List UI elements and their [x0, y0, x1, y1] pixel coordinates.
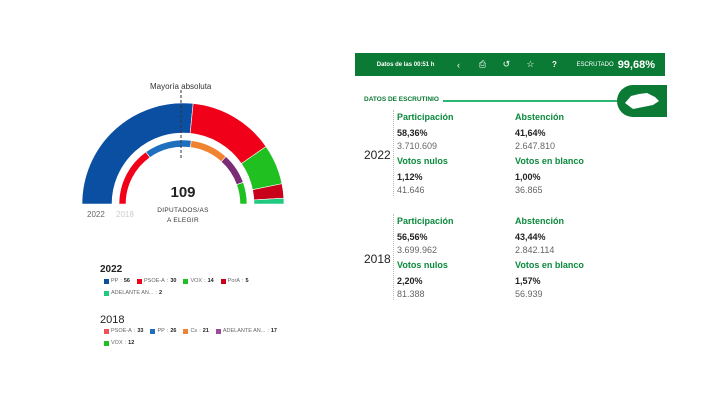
help-icon[interactable]: ?: [552, 60, 557, 69]
legend-item[interactable]: VOX:12: [104, 340, 134, 346]
majority-label: Mayoría absoluta: [150, 82, 212, 91]
participation-pct: 56,56%: [397, 232, 428, 242]
legend-seats: 5: [245, 278, 249, 284]
null-votes-pct: 2,20%: [397, 276, 423, 286]
legend-2018-title: 2018: [100, 314, 125, 326]
results-year: 2022: [364, 148, 391, 162]
results-year: 2018: [364, 252, 391, 266]
blank-votes-label: Votos en blanco: [515, 260, 584, 270]
legend-swatch: [150, 328, 156, 334]
legend-seats: 56: [123, 278, 130, 284]
legend-swatch: [220, 278, 226, 284]
legend-item[interactable]: ADELANTE AN...:17: [215, 328, 277, 334]
legend-party: PP: [111, 278, 119, 284]
share-icon[interactable]: ‹: [456, 59, 460, 70]
legend-party: PP: [157, 328, 165, 334]
legend-swatch: [183, 328, 189, 334]
legend-2022-title: 2022: [100, 264, 123, 275]
legend-item[interactable]: PP:56: [104, 278, 130, 284]
blank-votes-pct: 1,00%: [515, 172, 541, 182]
results-divider: [393, 214, 394, 300]
section-divider: [443, 100, 628, 102]
legend-2018: PSOE-A:33 PP:26 Cs:21 ADELANTE AN...:17 VOX…: [104, 328, 277, 346]
participation-label: Participación: [397, 112, 454, 122]
legend-item[interactable]: PorA:5: [220, 278, 249, 284]
legend-seats: 14: [207, 278, 214, 284]
legend-party: ADELANTE AN...: [222, 328, 266, 334]
legend-swatch: [183, 278, 189, 284]
legend-party: PSOE-A: [144, 278, 165, 284]
legend-party: VOX: [190, 278, 203, 284]
star-icon[interactable]: ☆: [526, 59, 535, 69]
legend-seats: 21: [202, 328, 209, 334]
seat-arc-2018-vox[interactable]: [236, 181, 248, 205]
scrutinized-label: ESCRUTADO: [576, 61, 614, 68]
subtitle-line-2: A ELEGIR: [166, 217, 200, 224]
abstention-count: 2.842.114: [515, 245, 555, 255]
legend-swatch: [104, 340, 109, 346]
total-subtitle: DIPUTADOS/AS A ELEGIR: [133, 206, 233, 226]
null-votes-count: 81.388: [397, 289, 425, 299]
abstention-count: 2.647.810: [515, 141, 556, 151]
legend-item[interactable]: Cs:21: [183, 328, 209, 334]
legend-seats: 2: [159, 290, 163, 296]
legend-party: ADELANTE AN...: [111, 290, 154, 296]
legend-party: VOX: [111, 340, 123, 346]
participation-label: Participación: [397, 216, 454, 226]
blank-votes-pct: 1,57%: [515, 276, 541, 286]
participation-count: 3.699.962: [397, 245, 438, 255]
legend-swatch: [104, 328, 109, 334]
toolbar: Datos de las 00:51 h ‹ ⎙ ↺ ☆ ? ESCRUTADO…: [355, 53, 665, 76]
andalusia-map-button[interactable]: [617, 85, 667, 117]
hemicycle-chart: [81, 90, 285, 205]
section-title: DATOS DE ESCRUTINIO: [364, 96, 439, 103]
legend-item[interactable]: PP:26: [150, 328, 176, 334]
legend-swatch: [104, 290, 109, 296]
legend-seats: 17: [270, 328, 277, 334]
legend-swatch: [137, 278, 142, 284]
subtitle-line-1: DIPUTADOS/AS: [157, 207, 209, 214]
legend-item[interactable]: PSOE-A:33: [104, 328, 143, 334]
legend-item[interactable]: ADELANTE AN...:2: [104, 290, 162, 296]
legend-swatch: [104, 278, 109, 284]
participation-pct: 58,36%: [397, 128, 428, 138]
null-votes-label: Votos nulos: [397, 260, 448, 270]
legend-seats: 12: [128, 340, 135, 346]
null-votes-label: Votos nulos: [397, 156, 448, 166]
results-divider: [393, 110, 394, 196]
blank-votes-count: 36.865: [515, 185, 543, 195]
legend-seats: 26: [170, 328, 177, 334]
legend-party: PorA: [227, 278, 240, 284]
update-time: Datos de las 00:51 h: [376, 61, 435, 68]
legend-seats: 30: [170, 278, 177, 284]
andalusia-map-icon: [625, 93, 659, 109]
total-seats: 109: [170, 184, 196, 201]
null-votes-count: 41.646: [397, 185, 425, 195]
legend-item[interactable]: PSOE-A:30: [137, 278, 176, 284]
ring-label-2018[interactable]: 2018: [116, 210, 134, 219]
blank-votes-label: Votos en blanco: [515, 156, 584, 166]
legend-party: Cs: [190, 328, 198, 334]
legend-party: PSOE-A: [111, 328, 132, 334]
seat-arc-2018-pp[interactable]: [145, 139, 192, 159]
legend-item[interactable]: VOX:14: [183, 278, 214, 284]
null-votes-pct: 1,12%: [397, 172, 423, 182]
scrutinized-pct: 99,68%: [617, 58, 655, 71]
seat-arc-2022-adelante-an-[interactable]: [253, 197, 285, 205]
legend-swatch: [215, 328, 221, 334]
print-icon[interactable]: ⎙: [478, 59, 487, 69]
legend-seats: 33: [137, 328, 144, 334]
blank-votes-count: 56.939: [515, 289, 543, 299]
abstention-pct: 43,44%: [515, 232, 546, 242]
abstention-pct: 41,64%: [515, 128, 546, 138]
abstention-label: Abstención: [515, 216, 565, 226]
legend-2022: PP:56 PSOE-A:30 VOX:14 PorA:5 ADELANTE AN..…: [104, 278, 249, 296]
participation-count: 3.710.609: [397, 141, 438, 151]
history-icon[interactable]: ↺: [502, 59, 511, 69]
abstention-label: Abstención: [515, 112, 565, 122]
ring-label-2022[interactable]: 2022: [87, 210, 105, 219]
